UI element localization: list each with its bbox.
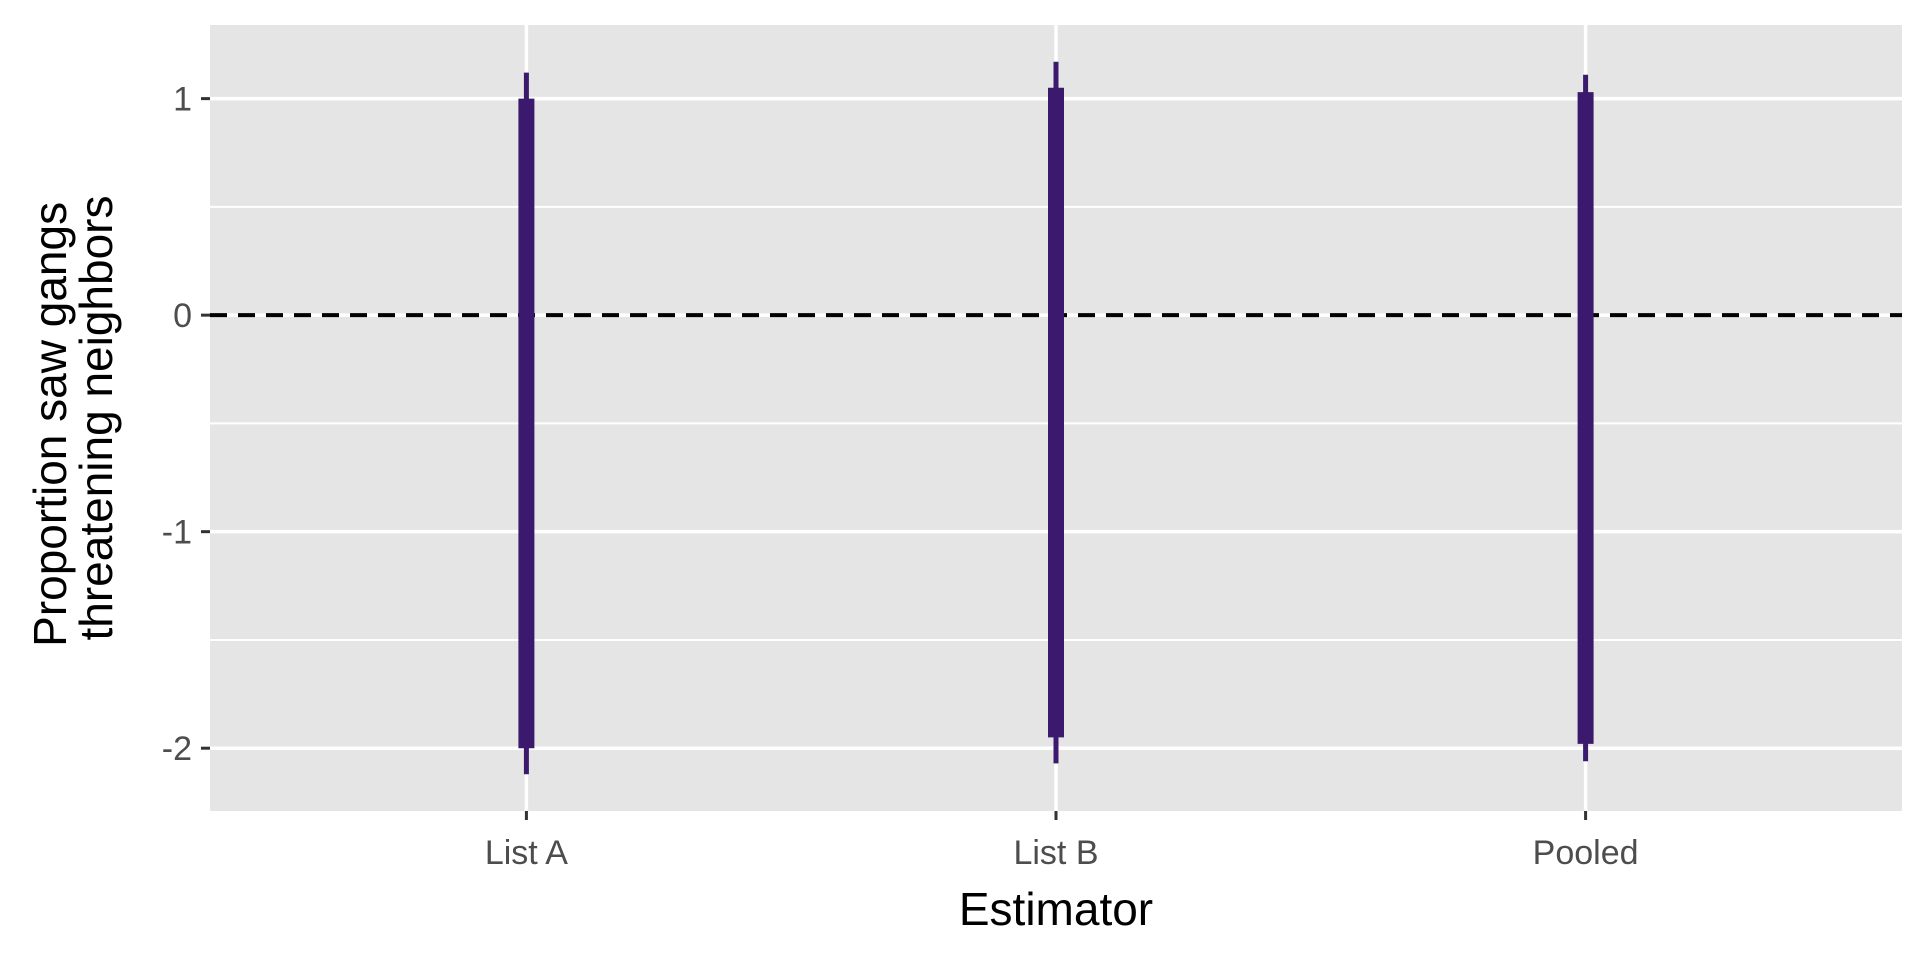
x-tick-label-1: List B <box>1013 834 1098 872</box>
y-axis-title: Proportion saw gangs threatening neighbo… <box>24 189 122 647</box>
x-axis-title: Estimator <box>959 883 1153 935</box>
x-tick-label-0: List A <box>485 834 568 872</box>
y-tick-label-0: 1 <box>173 81 192 119</box>
y-tick-label-2: -1 <box>162 514 192 552</box>
x-axis: List A List B Pooled <box>485 811 1639 872</box>
y-tick-label-1: 0 <box>173 297 192 335</box>
interval-marks <box>518 61 1594 775</box>
y-tick-label-3: -2 <box>162 730 192 768</box>
y-axis: 1 0 -1 -2 <box>162 81 210 768</box>
y-axis-title-line-2: threatening neighbors <box>70 196 122 641</box>
y-axis-title-line-1: Proportion saw gangs <box>24 202 76 647</box>
x-tick-label-2: Pooled <box>1533 834 1639 872</box>
